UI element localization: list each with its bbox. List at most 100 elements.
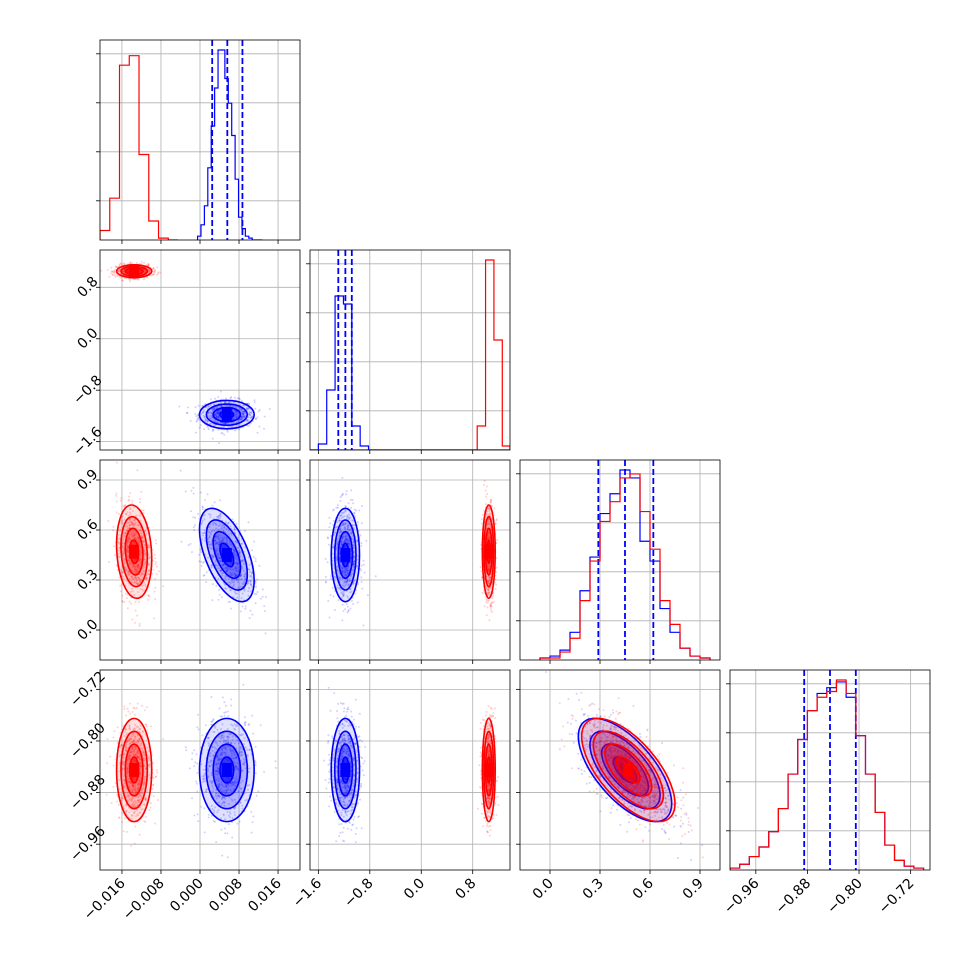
scatter-point <box>352 582 355 585</box>
scatter-point <box>247 521 250 524</box>
scatter-point <box>139 544 142 546</box>
scatter-point <box>488 568 490 571</box>
scatter-point <box>134 576 137 579</box>
scatter-point <box>231 738 234 741</box>
scatter-point <box>142 541 145 544</box>
scatter-point <box>133 570 135 573</box>
scatter-point <box>213 746 216 749</box>
scatter-point <box>143 271 146 274</box>
scatter-point <box>374 575 377 578</box>
scatter-point <box>362 563 365 566</box>
scatter-point <box>120 570 123 573</box>
scatter-point <box>220 828 223 831</box>
scatter-point <box>153 553 156 556</box>
scatter-point <box>221 524 224 527</box>
scatter-point <box>217 767 220 770</box>
scatter-point <box>157 272 159 275</box>
scatter-point <box>328 616 331 619</box>
scatter-point <box>333 533 336 536</box>
scatter-point <box>222 796 225 799</box>
scatter-point <box>210 720 213 723</box>
scatter-point <box>349 591 352 594</box>
scatter-point <box>488 568 491 571</box>
scatter-point <box>139 501 141 504</box>
scatter-point <box>224 587 227 590</box>
scatter-point <box>342 595 345 598</box>
scatter-point <box>344 523 346 526</box>
scatter-point <box>481 576 483 579</box>
scatter-point <box>221 751 224 754</box>
scatter-point <box>138 540 141 543</box>
scatter-point <box>126 550 129 553</box>
scatter-point <box>342 594 345 596</box>
scatter-point <box>258 564 261 567</box>
scatter-point <box>258 408 261 411</box>
scatter-point <box>236 567 239 570</box>
scatter-point <box>237 420 240 423</box>
scatter-point <box>249 748 251 751</box>
scatter-point <box>242 416 245 419</box>
scatter-point <box>195 753 198 756</box>
scatter-point <box>226 728 229 731</box>
scatter-point <box>231 817 234 820</box>
scatter-point <box>214 563 217 566</box>
scatter-point <box>222 540 225 543</box>
scatter-point <box>487 589 490 592</box>
scatter-point <box>219 523 221 526</box>
scatter-point <box>244 724 247 727</box>
scatter-point <box>256 591 259 594</box>
scatter-point <box>136 582 139 585</box>
scatter-point <box>141 535 144 538</box>
scatter-point <box>212 409 215 411</box>
scatter-point <box>220 781 223 784</box>
scatter-point <box>214 536 217 539</box>
panel-content <box>100 40 263 240</box>
scatter-point <box>220 728 223 730</box>
scatter-point <box>344 536 347 539</box>
scatter-point <box>203 514 206 516</box>
scatter-point <box>341 577 344 580</box>
scatter-point <box>117 541 120 543</box>
scatter-point <box>254 761 257 764</box>
scatter-point <box>263 770 266 773</box>
scatter-point <box>121 594 124 597</box>
scatter-point <box>487 522 490 525</box>
scatter-point <box>115 492 118 495</box>
scatter-point <box>213 424 215 427</box>
scatter-point <box>366 594 369 597</box>
scatter-point <box>231 425 234 428</box>
scatter-point <box>353 556 356 559</box>
scatter-point <box>338 534 341 537</box>
scatter-point <box>137 278 140 281</box>
scatter-point <box>234 532 236 534</box>
scatter-point <box>201 508 204 511</box>
scatter-point <box>144 530 147 532</box>
scatter-point <box>353 512 356 515</box>
scatter-point <box>346 524 349 527</box>
scatter-point <box>342 535 345 538</box>
scatter-point <box>236 822 239 825</box>
scatter-point <box>242 583 245 586</box>
scatter-point <box>264 610 266 612</box>
scatter-point <box>353 592 356 595</box>
panel-frame <box>309 459 511 661</box>
scatter-point <box>223 711 226 714</box>
scatter-point <box>218 756 221 759</box>
scatter-point <box>352 561 355 564</box>
scatter-point <box>236 563 239 566</box>
scatter-point <box>201 519 204 522</box>
scatter-point <box>235 578 238 581</box>
scatter-point <box>229 747 232 750</box>
scatter-point <box>487 600 490 602</box>
scatter-point <box>234 567 237 570</box>
scatter-point <box>340 540 343 543</box>
scatter-point <box>250 572 253 575</box>
scatter-point <box>237 569 240 572</box>
scatter-point <box>234 416 237 419</box>
scatter-point <box>196 782 198 785</box>
scatter-point <box>210 696 213 698</box>
scatter-point <box>227 577 230 580</box>
scatter-point <box>141 571 144 574</box>
scatter-point <box>153 617 156 620</box>
scatter-point <box>348 543 351 546</box>
